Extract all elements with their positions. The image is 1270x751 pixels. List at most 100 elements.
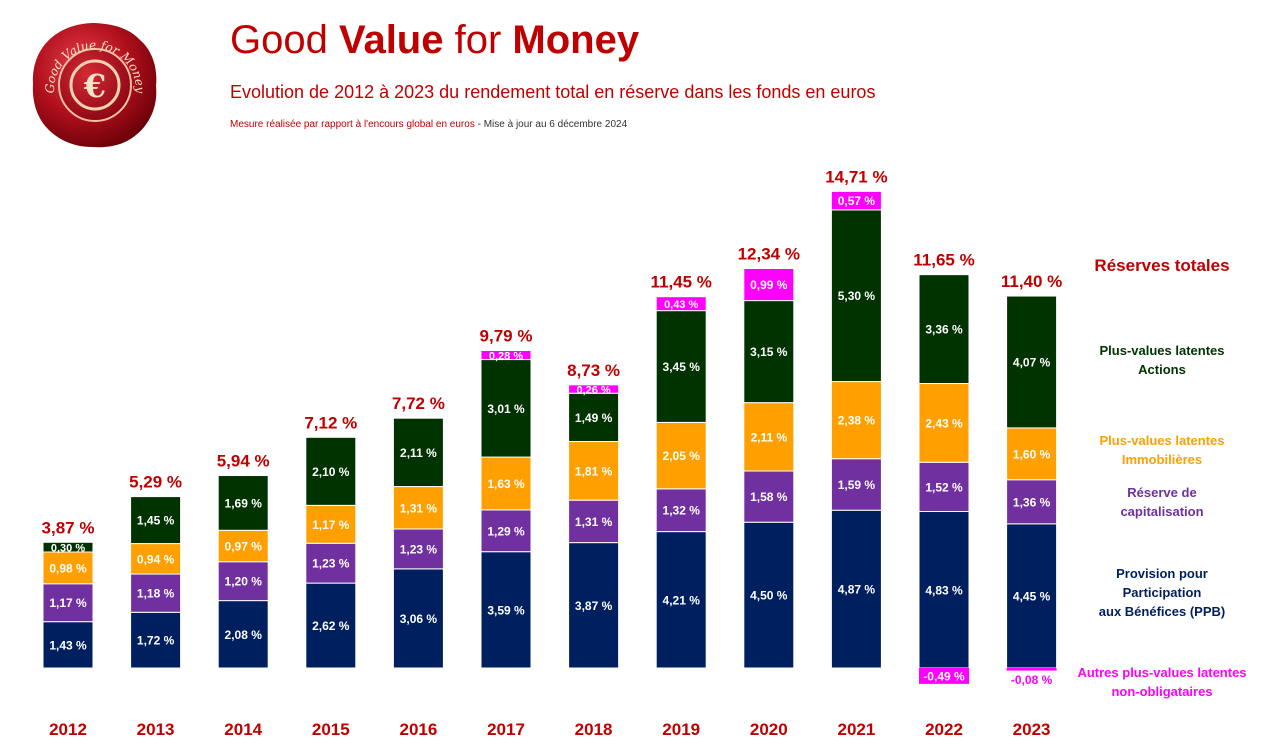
bar-actions-2022 (918, 274, 970, 385)
bar-capi-2015 (305, 542, 357, 584)
total-label-2022: 11,65 % (913, 251, 974, 270)
bar-label-capi-2019: 1,32 % (663, 504, 701, 518)
x-tick-label-2021: 2021 (837, 720, 875, 739)
bar-autres-2023 (1006, 668, 1057, 671)
bar-ppb-2015 (305, 582, 357, 669)
bar-label-immo-2018: 1,81 % (575, 464, 613, 478)
bar-label-immo-2020: 2,11 % (750, 430, 787, 444)
bar-label-autres-2022: -0,49 % (923, 669, 965, 683)
bar-label-capi-2013: 1,18 % (137, 587, 175, 601)
bar-label-immo-2019: 2,05 % (663, 449, 701, 463)
bar-label-actions-2012: 0,30 % (51, 543, 85, 555)
bar-actions-2016 (392, 417, 444, 488)
bar-label-ppb-2022: 4,83 % (925, 583, 963, 597)
bar-immo-2017 (480, 456, 532, 511)
bar-actions-2015 (305, 436, 357, 506)
bar-label-actions-2014: 1,69 % (225, 496, 263, 510)
x-tick-label-2022: 2022 (925, 720, 963, 739)
bar-autres-2021 (830, 190, 882, 211)
bar-label-immo-2022: 2,43 % (925, 416, 963, 430)
bar-label-actions-2021: 5,30 % (838, 289, 876, 303)
bar-ppb-2021 (830, 509, 882, 669)
bar-label-ppb-2021: 4,87 % (838, 583, 876, 597)
page-title: Good Value for Money (230, 18, 640, 62)
bar-autres-2017 (480, 349, 532, 361)
x-tick-label-2017: 2017 (487, 720, 525, 739)
bar-actions-2017 (480, 359, 532, 458)
bar-label-actions-2022: 3,36 % (925, 323, 963, 337)
bar-actions-2023 (1006, 295, 1058, 429)
bar-label-ppb-2023: 4,45 % (1013, 589, 1051, 603)
total-label-2018: 8,73 % (567, 361, 620, 380)
bar-label-capi-2023: 1,36 % (1013, 495, 1051, 509)
svg-text:€: € (83, 67, 106, 105)
total-label-2013: 5,29 % (129, 473, 182, 492)
bar-actions-2018 (568, 392, 620, 443)
page-subtitle: Evolution de 2012 à 2023 du rendement to… (230, 82, 876, 102)
bar-label-actions-2023: 4,07 % (1013, 355, 1051, 369)
total-label-2019: 11,45 % (650, 273, 711, 292)
bar-label-immo-2021: 2,38 % (838, 414, 876, 428)
bar-autres-2022 (919, 668, 969, 684)
bar-actions-2012 (42, 541, 94, 553)
bar-immo-2021 (830, 381, 882, 460)
bar-actions-2013 (130, 496, 182, 545)
bar-label-capi-2015: 1,23 % (312, 557, 350, 571)
x-tick-label-2015: 2015 (312, 720, 350, 739)
bar-immo-2014 (217, 529, 269, 563)
bar-label-ppb-2019: 4,21 % (663, 593, 701, 607)
bar-label-immo-2016: 1,31 % (400, 501, 438, 515)
bar-label-immo-2013: 0,94 % (137, 552, 175, 566)
bar-label-autres-2019: 0,43 % (664, 299, 698, 311)
bar-immo-2018 (568, 441, 620, 501)
bar-capi-2022 (918, 461, 970, 513)
bar-capi-2023 (1006, 479, 1058, 525)
bar-label-ppb-2017: 3,59 % (487, 603, 525, 617)
total-label-2015: 7,12 % (304, 413, 357, 432)
bar-label-capi-2021: 1,59 % (838, 478, 876, 492)
total-label-2020: 12,34 % (738, 245, 800, 264)
bar-capi-2012 (42, 583, 94, 623)
legend-ppb: Provision pour Participation aux Bénéfic… (1098, 566, 1226, 619)
measurement-note: Mesure réalisée par rapport à l'encours … (230, 119, 628, 130)
bar-label-immo-2023: 1,60 % (1013, 447, 1051, 461)
total-label-2014: 5,94 % (217, 452, 270, 471)
bar-label-ppb-2016: 3,06 % (400, 612, 438, 626)
wax-seal-logo: € Good Value for Money (30, 20, 160, 150)
bar-label-ppb-2018: 3,87 % (575, 599, 613, 613)
bar-actions-2014 (217, 475, 269, 531)
bar-label-capi-2014: 1,20 % (225, 575, 263, 589)
bar-label-ppb-2014: 2,08 % (225, 628, 263, 642)
bar-capi-2016 (392, 528, 444, 570)
bar-label-immo-2014: 0,97 % (225, 540, 263, 554)
bar-immo-2013 (130, 543, 182, 575)
bar-capi-2020 (743, 470, 795, 523)
bar-actions-2020 (743, 300, 795, 404)
bar-label-ppb-2013: 1,72 % (137, 634, 175, 648)
bar-immo-2016 (392, 486, 444, 530)
total-label-2023: 11,40 % (1001, 272, 1062, 291)
bar-label-capi-2017: 1,29 % (487, 524, 525, 538)
legend-total-reserves: Réserves totales (1094, 256, 1230, 275)
bar-label-actions-2019: 3,45 % (663, 360, 701, 374)
bar-label-ppb-2012: 1,43 % (49, 638, 87, 652)
bar-label-actions-2018: 1,49 % (575, 411, 613, 425)
x-tick-label-2014: 2014 (224, 720, 262, 739)
total-label-2016: 7,72 % (392, 394, 445, 413)
bar-capi-2017 (480, 509, 532, 553)
bar-label-ppb-2020: 4,50 % (750, 589, 788, 603)
bar-ppb-2013 (130, 611, 182, 669)
bar-label-actions-2016: 2,11 % (400, 446, 437, 460)
legend-capitalisation: Réserve de capitalisation (1120, 485, 1204, 519)
bar-label-autres-2021: 0,57 % (838, 194, 876, 208)
x-tick-label-2023: 2023 (1013, 720, 1051, 739)
bar-capi-2019 (655, 488, 707, 533)
bar-label-capi-2012: 1,17 % (49, 596, 87, 610)
total-label-2021: 14,71 % (825, 167, 887, 186)
bar-label-immo-2015: 1,17 % (312, 518, 350, 532)
bar-capi-2013 (130, 573, 182, 613)
x-tick-label-2018: 2018 (575, 720, 613, 739)
legend-actions: Plus-values latentes Actions (1099, 343, 1225, 377)
x-tick-label-2019: 2019 (662, 720, 700, 739)
